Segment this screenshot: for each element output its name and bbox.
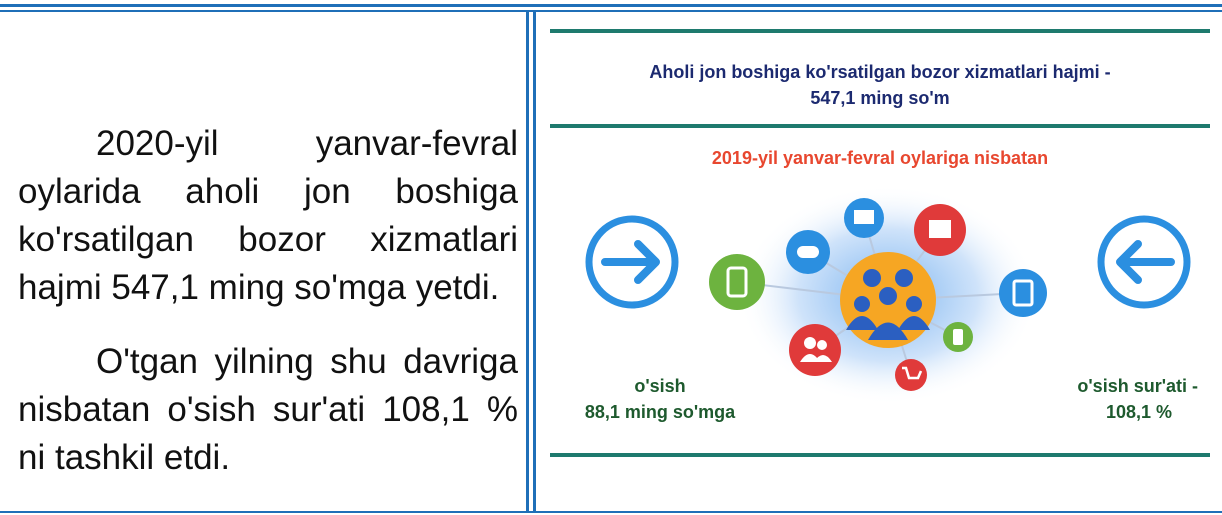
text-block: 2020-yil yanvar-fevral oylarida aholi jo…	[18, 120, 518, 508]
arrow-right	[585, 215, 679, 309]
bottom-border	[0, 511, 1222, 513]
divider	[533, 12, 536, 512]
paragraph: 2020-yil yanvar-fevral oylarida aholi jo…	[18, 124, 518, 307]
rule	[550, 29, 1210, 33]
rule	[550, 453, 1210, 457]
right-label: 108,1 %	[1106, 402, 1172, 422]
left-label: 88,1 ming so'mga	[585, 402, 736, 422]
top-border	[0, 10, 1222, 12]
title: 547,1 ming so'm	[810, 88, 949, 108]
top-border	[0, 4, 1222, 7]
divider	[526, 12, 529, 512]
rule	[550, 124, 1210, 128]
arrow-left	[1097, 215, 1191, 309]
hub-illustration	[709, 185, 1047, 405]
right-label: o'sish sur'ati -	[1077, 376, 1198, 396]
left-label: o'sish	[634, 376, 685, 396]
title: Aholi jon boshiga ko'rsatilgan bozor xiz…	[649, 62, 1110, 82]
paragraph: O'tgan yilning shu davriga nisbatan o'si…	[18, 342, 518, 477]
subtitle: 2019-yil yanvar-fevral oylariga nisbatan	[712, 148, 1048, 168]
